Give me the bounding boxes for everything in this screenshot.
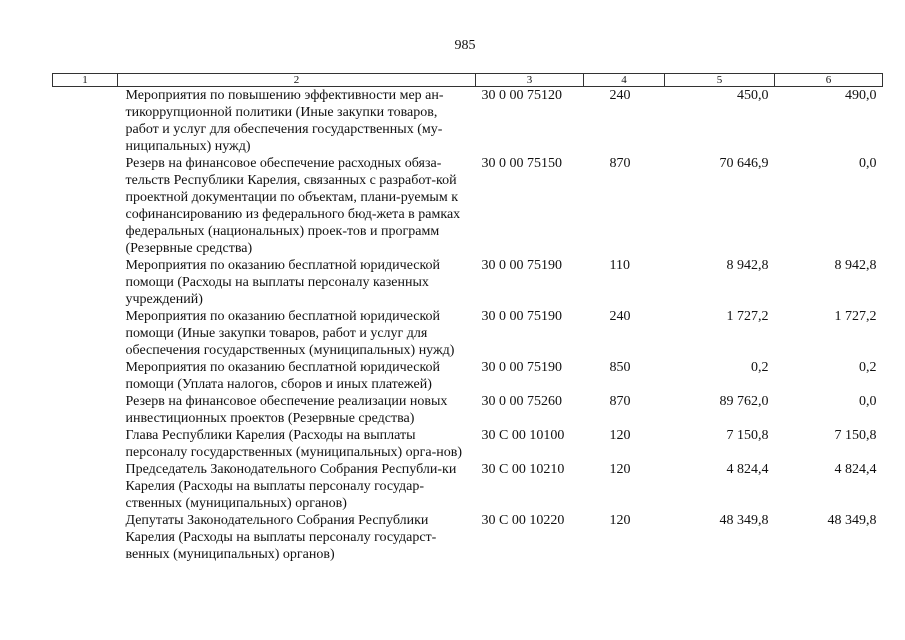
row-amount-1: 70 646,9 [719, 156, 769, 171]
empty-cell [53, 427, 118, 461]
row-amount-1: 1 727,2 [726, 309, 769, 324]
table-row: Глава Республики Карелия (Расходы на вып… [53, 427, 883, 461]
row-name: Мероприятия по оказанию бесплатной юриди… [125, 360, 441, 392]
table-row: Мероприятия по оказанию бесплатной юриди… [53, 359, 883, 393]
row-amount-1: 8 942,8 [726, 258, 769, 273]
header-col-5: 5 [664, 73, 775, 87]
row-amount-1: 89 762,0 [719, 394, 769, 409]
row-amount-2: 7 150,8 [834, 428, 877, 443]
row-amount-1: 4 824,4 [726, 462, 769, 477]
row-target-code: 30 0 00 75150 [481, 156, 563, 171]
row-name: Глава Республики Карелия (Расходы на вып… [125, 428, 463, 460]
row-expense-type: 110 [609, 258, 630, 273]
page-number: 985 [454, 38, 476, 53]
empty-cell [53, 512, 118, 563]
row-amount-2: 4 824,4 [834, 462, 877, 477]
table-row: Резерв на финансовое обеспечение реализа… [53, 393, 883, 427]
table-row: Мероприятия по оказанию бесплатной юриди… [53, 308, 883, 359]
table-row: Мероприятия по повышению эффективности м… [53, 87, 883, 156]
row-target-code: 30 0 00 75190 [481, 309, 563, 324]
row-amount-1: 48 349,8 [719, 513, 769, 528]
header-col-6: 6 [774, 73, 883, 87]
table-row: Резерв на финансовое обеспечение расходн… [53, 155, 883, 257]
row-expense-type: 850 [609, 360, 631, 375]
empty-cell [53, 257, 118, 308]
row-amount-2: 48 349,8 [827, 513, 877, 528]
table-row: Депутаты Законодательного Собрания Респу… [53, 512, 883, 563]
empty-cell [53, 155, 118, 257]
row-name: Мероприятия по повышению эффективности м… [125, 88, 444, 154]
row-expense-type: 120 [609, 462, 631, 477]
row-name: Мероприятия по оказанию бесплатной юриди… [125, 258, 441, 307]
header-col-2: 2 [117, 73, 476, 87]
row-expense-type: 240 [609, 88, 631, 103]
table-row: Председатель Законодательного Собрания Р… [53, 461, 883, 512]
header-col-1: 1 [52, 73, 118, 87]
row-amount-2: 0,0 [859, 156, 877, 171]
header-row: 1 2 3 4 5 6 [52, 73, 883, 87]
empty-cell [53, 393, 118, 427]
table-row: Мероприятия по оказанию бесплатной юриди… [53, 257, 883, 308]
row-expense-type: 870 [609, 156, 631, 171]
row-target-code: 30 С 00 10100 [481, 428, 565, 443]
row-amount-2: 490,0 [845, 88, 877, 103]
row-target-code: 30 С 00 10210 [481, 462, 565, 477]
row-expense-type: 120 [609, 428, 631, 443]
empty-cell [53, 461, 118, 512]
row-target-code: 30 С 00 10220 [481, 513, 565, 528]
row-amount-1: 0,2 [751, 360, 769, 375]
row-target-code: 30 0 00 75120 [481, 88, 563, 103]
row-amount-2: 0,2 [859, 360, 877, 375]
header-col-3: 3 [475, 73, 584, 87]
row-expense-type: 870 [609, 394, 631, 409]
row-name: Мероприятия по оказанию бесплатной юриди… [125, 309, 455, 358]
row-name: Резерв на финансовое обеспечение реализа… [125, 394, 448, 426]
row-amount-2: 1 727,2 [834, 309, 877, 324]
row-expense-type: 120 [609, 513, 631, 528]
row-target-code: 30 0 00 75260 [481, 394, 563, 409]
row-target-code: 30 0 00 75190 [481, 258, 563, 273]
row-amount-1: 450,0 [737, 88, 769, 103]
empty-cell [53, 359, 118, 393]
row-target-code: 30 0 00 75190 [481, 360, 563, 375]
empty-cell [53, 87, 118, 156]
row-amount-2: 8 942,8 [834, 258, 877, 273]
row-amount-2: 0,0 [859, 394, 877, 409]
empty-cell [53, 308, 118, 359]
row-name: Председатель Законодательного Собрания Р… [125, 462, 457, 511]
row-name: Резерв на финансовое обеспечение расходн… [125, 156, 461, 256]
header-col-4: 4 [583, 73, 665, 87]
row-amount-1: 7 150,8 [726, 428, 769, 443]
budget-table: 1 2 3 4 5 6 Мероприятия по повышению эфф… [52, 73, 883, 563]
row-expense-type: 240 [609, 309, 631, 324]
row-name: Депутаты Законодательного Собрания Респу… [125, 513, 437, 562]
